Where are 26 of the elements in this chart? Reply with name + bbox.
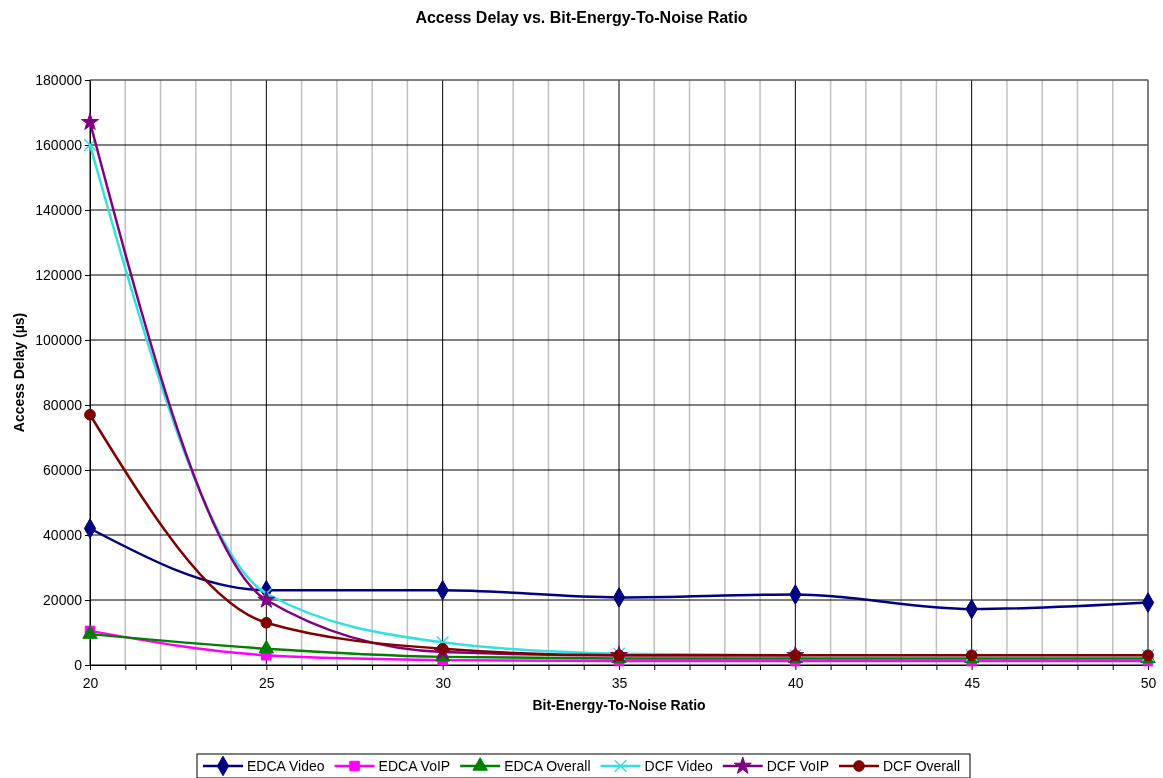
chart-title: Access Delay vs. Bit-Energy-To-Noise Ratio bbox=[415, 9, 748, 26]
x-tick-label: 50 bbox=[1140, 675, 1157, 692]
y-tick-label: 20000 bbox=[43, 591, 83, 608]
legend-label: DCF Overall bbox=[882, 758, 961, 774]
legend-label: DCF Video bbox=[644, 758, 713, 774]
x-tick-label: 25 bbox=[259, 675, 275, 692]
x-tick-label: 45 bbox=[964, 675, 981, 692]
y-axis-title: Access Delay (µs) bbox=[11, 312, 27, 433]
y-tick-label: 140000 bbox=[35, 201, 83, 218]
x-axis-title: Bit-Energy-To-Noise Ratio bbox=[532, 697, 706, 713]
x-tick-label: 20 bbox=[82, 675, 99, 692]
legend-label: EDCA Video bbox=[246, 758, 325, 774]
x-tick-label: 35 bbox=[611, 675, 628, 692]
y-tick-label: 40000 bbox=[43, 526, 83, 543]
y-tick-label: 60000 bbox=[43, 461, 83, 478]
legend-label: DCF VoIP bbox=[766, 758, 829, 774]
legend-label: EDCA VoIP bbox=[378, 758, 451, 774]
legend-label: EDCA Overall bbox=[504, 758, 591, 774]
x-tick-label: 30 bbox=[435, 675, 452, 692]
y-tick-label: 0 bbox=[74, 656, 83, 673]
y-tick-label: 180000 bbox=[35, 71, 83, 88]
y-tick-label: 100000 bbox=[35, 331, 83, 348]
y-tick-label: 160000 bbox=[35, 136, 83, 153]
y-tick-label: 80000 bbox=[43, 396, 83, 413]
y-tick-label: 120000 bbox=[35, 266, 83, 283]
x-tick-label: 40 bbox=[788, 675, 804, 692]
